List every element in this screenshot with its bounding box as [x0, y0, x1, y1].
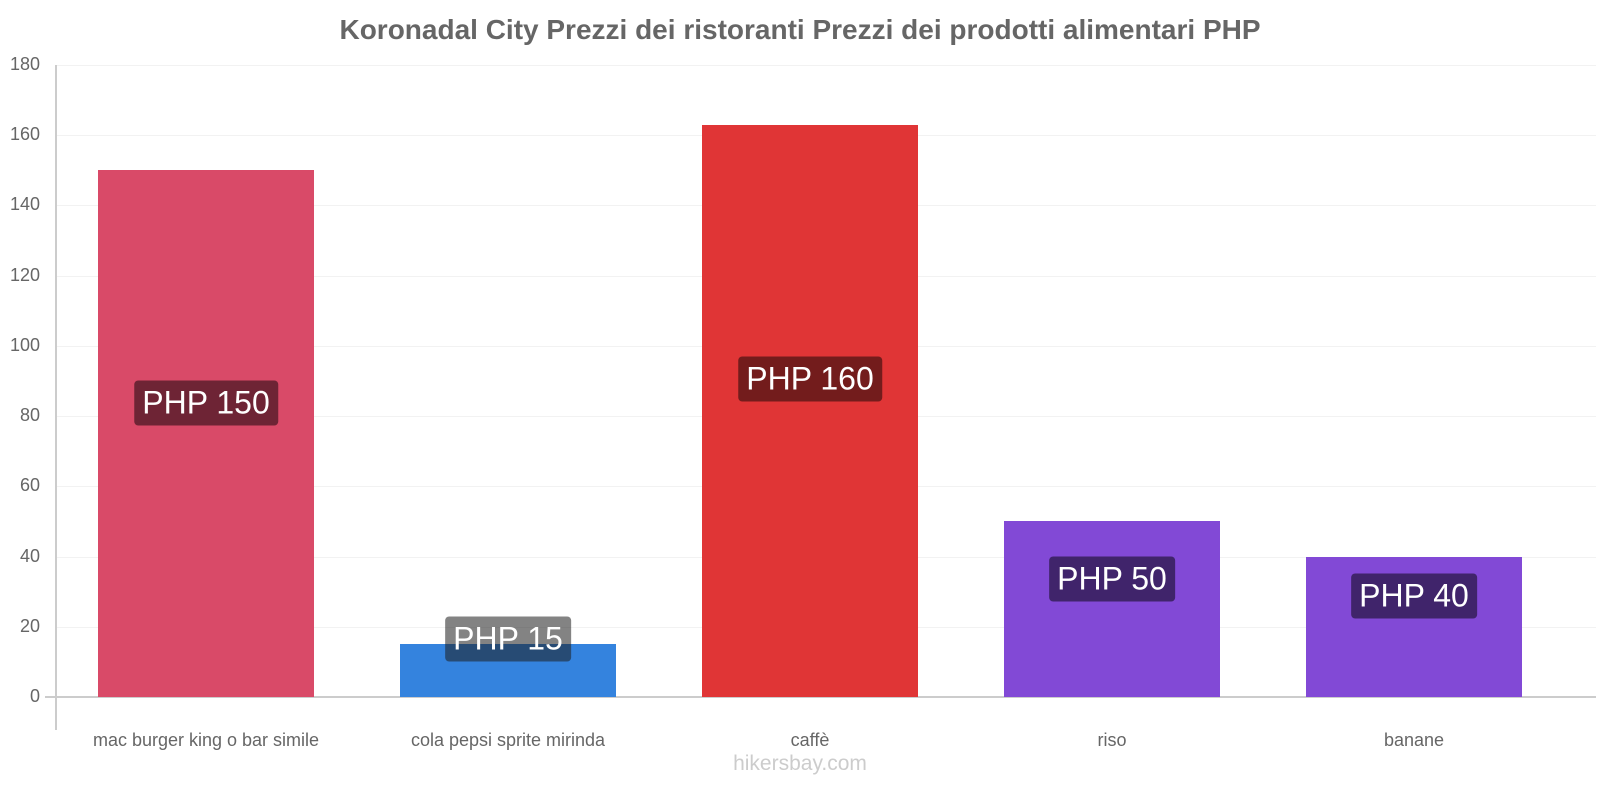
- y-tick-label: 160: [9, 124, 40, 145]
- y-tick-label: 80: [19, 405, 40, 426]
- x-tick-label: banane: [1383, 730, 1445, 750]
- y-tick-label: 0: [29, 686, 40, 706]
- y-axis-line: [55, 65, 57, 730]
- chart-title: Koronadal City Prezzi dei ristoranti Pre…: [339, 14, 1261, 45]
- bar[interactable]: [702, 124, 918, 697]
- bar-value-label: PHP 160: [738, 356, 882, 402]
- gridline: [56, 65, 1596, 66]
- y-tick-label: 180: [9, 54, 40, 74]
- x-tick-label: riso: [1097, 730, 1127, 750]
- y-tick-label: 140: [9, 194, 40, 215]
- x-tick-label: caffè: [790, 730, 830, 750]
- x-tick-label: cola pepsi sprite mirinda: [410, 730, 606, 750]
- x-axis-line: [45, 696, 1596, 698]
- bar-value-label: PHP 40: [1351, 573, 1477, 619]
- bar-value-label: PHP 15: [445, 616, 571, 662]
- y-tick-label: 60: [19, 475, 40, 496]
- y-tick-label: 20: [19, 615, 40, 636]
- y-tick-label: 100: [9, 334, 40, 355]
- bar[interactable]: [1004, 521, 1220, 697]
- bar-value-label: PHP 150: [134, 380, 278, 426]
- bar-value-label: PHP 50: [1049, 556, 1175, 602]
- y-tick-label: 120: [9, 264, 40, 285]
- y-tick-label: 40: [19, 545, 40, 566]
- x-tick-label: mac burger king o bar simile: [92, 730, 320, 750]
- bar[interactable]: [98, 170, 314, 697]
- watermark: hikersbay.com: [733, 752, 867, 775]
